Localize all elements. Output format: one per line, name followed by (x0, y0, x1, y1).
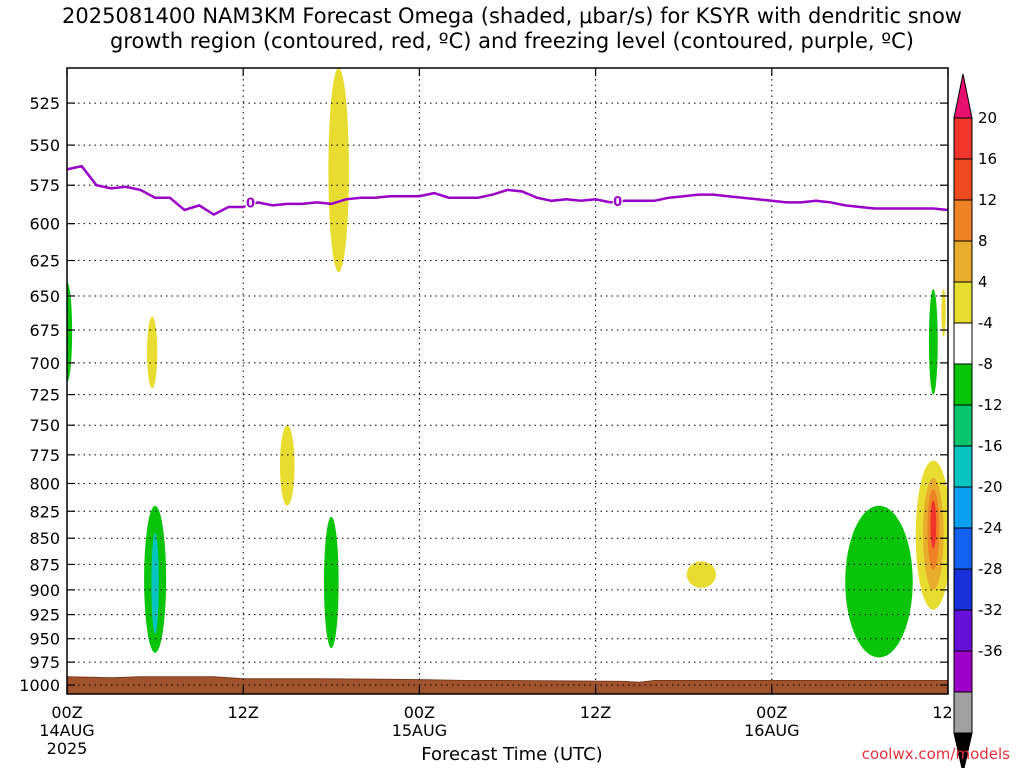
y-tick-label: 550 (29, 136, 60, 155)
y-tick-label: 1000 (19, 676, 60, 695)
y-tick-label: 600 (29, 215, 60, 234)
colorbar-swatch (953, 199, 973, 242)
y-axis: 525 550 575 600 625 650 675 700 725 750 775 800 825 8… (19, 94, 948, 695)
colorbar-label: -24 (978, 519, 1003, 537)
y-tick-label: 825 (29, 502, 60, 521)
y-tick-label: 725 (29, 386, 60, 405)
y-tick-label: 800 (29, 474, 60, 493)
x-axis-label: Forecast Time (UTC) (421, 744, 603, 765)
freezing-label-bg (245, 195, 256, 210)
y-tick-label: 775 (29, 446, 60, 465)
omega-shading-layer (67, 68, 948, 658)
y-tick-label: 950 (29, 630, 60, 649)
colorbar-swatch (953, 609, 973, 652)
y-tick-label: 575 (29, 176, 60, 195)
title-line-2: growth region (contoured, red, ºC) and f… (110, 29, 914, 53)
brand-watermark: coolwx.com/models (861, 745, 1010, 763)
y-tick-label: 850 (29, 529, 60, 548)
omega-region (151, 532, 159, 634)
omega-region (686, 561, 717, 588)
colorbar-swatch (953, 322, 973, 365)
plot-frame (66, 67, 949, 695)
colorbar-swatch (953, 117, 973, 160)
colorbar-label: -36 (978, 642, 1003, 660)
x-tick-label: 00Z (756, 703, 787, 722)
colorbar: 20 16 12 8 4 -4 -8 -12 -16 -20 -24 -28 -32 -36 (953, 73, 1003, 768)
colorbar-label: -20 (978, 478, 1003, 496)
colorbar-swatch (953, 158, 973, 201)
colorbar-label: -32 (978, 601, 1003, 619)
y-tick-label: 975 (29, 653, 60, 672)
omega-region (323, 516, 339, 649)
omega-region (147, 316, 158, 389)
x-tick-date: 16AUG (744, 721, 799, 740)
omega-region (930, 500, 937, 549)
x-tick-date: 14AUG (39, 721, 94, 740)
freezing-level-label: 0 (613, 195, 622, 210)
colorbar-label: 12 (978, 191, 997, 209)
omega-region (928, 288, 938, 395)
colorbar-min-arrow (953, 732, 973, 768)
colorbar-swatch (953, 527, 973, 570)
x-tick-label: 00Z (51, 703, 82, 722)
colorbar-swatch (953, 404, 973, 447)
colorbar-swatch (953, 445, 973, 488)
y-tick-label: 650 (29, 287, 60, 306)
freezing-level-line (66, 164, 949, 217)
omega-region (279, 425, 295, 506)
y-tick-label: 750 (29, 416, 60, 435)
colorbar-swatch (953, 240, 973, 283)
colorbar-swatch (953, 650, 973, 693)
grid-layer (66, 68, 949, 694)
colorbar-swatch (953, 486, 973, 529)
x-tick-label: 12Z (228, 703, 259, 722)
colorbar-label: -8 (978, 355, 993, 373)
omega-region (67, 281, 73, 383)
colorbar-swatch (953, 281, 973, 324)
colorbar-label: -28 (978, 560, 1003, 578)
freezing-level-label: 0 (246, 196, 255, 211)
title-line-1: 2025081400 NAM3KM Forecast Omega (shaded… (62, 4, 962, 28)
colorbar-label: -4 (978, 314, 993, 332)
y-tick-label: 700 (29, 354, 60, 373)
omega-region (845, 505, 913, 658)
x-tick-label: 12Z (580, 703, 611, 722)
colorbar-label: -12 (978, 396, 1003, 414)
omega-region (941, 288, 946, 337)
y-tick-label: 525 (29, 94, 60, 113)
y-tick-label: 925 (29, 606, 60, 625)
x-tick-label: 00Z (404, 703, 435, 722)
freezing-label-bg (612, 193, 623, 208)
colorbar-label: 16 (978, 150, 997, 168)
colorbar-swatch (953, 568, 973, 611)
x-tick-date: 15AUG (392, 721, 447, 740)
y-tick-label: 900 (29, 581, 60, 600)
y-tick-label: 675 (29, 321, 60, 340)
y-tick-label: 875 (29, 555, 60, 574)
colorbar-swatch (953, 691, 973, 734)
colorbar-label: 8 (978, 232, 988, 250)
colorbar-label: 20 (978, 109, 997, 127)
colorbar-label: -16 (978, 437, 1003, 455)
colorbar-swatch (953, 363, 973, 406)
omega-region (328, 68, 349, 273)
chart-title: 2025081400 NAM3KM Forecast Omega (shaded… (0, 4, 1024, 54)
colorbar-max-arrow (953, 73, 973, 119)
y-tick-label: 625 (29, 252, 60, 271)
colorbar-label: 4 (978, 273, 988, 291)
x-tick-year: 2025 (47, 739, 88, 758)
